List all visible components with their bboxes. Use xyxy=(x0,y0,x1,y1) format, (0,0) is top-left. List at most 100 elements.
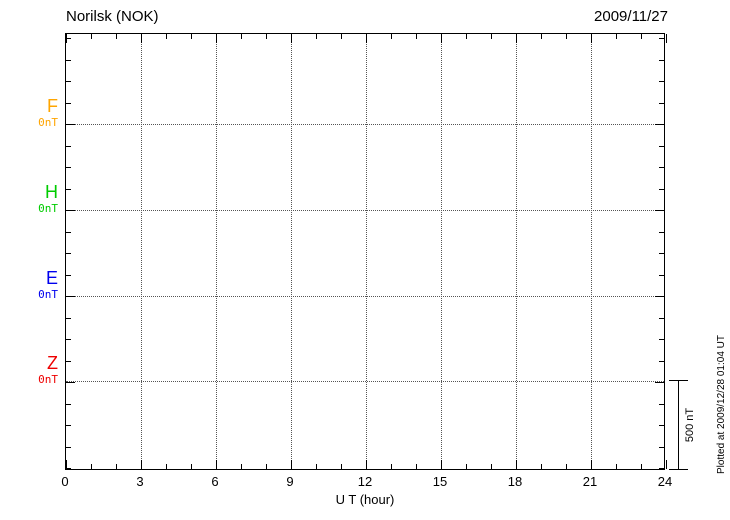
y-axis-tick xyxy=(66,468,71,469)
x-axis-tick xyxy=(166,34,167,39)
y-axis-tick xyxy=(66,103,71,104)
scale-bar-cap-top xyxy=(669,380,688,381)
x-axis-tick xyxy=(341,34,342,39)
y-axis-tick xyxy=(66,38,71,39)
y-axis-tick xyxy=(659,339,664,340)
y-axis-tick xyxy=(655,296,664,297)
y-axis-tick xyxy=(66,318,71,319)
x-axis-tick xyxy=(91,34,92,39)
x-axis-tick xyxy=(491,34,492,39)
x-tick-label: 6 xyxy=(211,474,219,489)
x-axis-tick xyxy=(191,34,192,39)
x-axis-tick xyxy=(291,34,292,43)
y-axis-tick xyxy=(655,124,664,125)
component-letter-f: F xyxy=(47,96,58,116)
y-axis-tick xyxy=(659,275,664,276)
x-axis-tick xyxy=(416,34,417,39)
x-axis-tick xyxy=(116,34,117,39)
x-axis-tick xyxy=(291,460,292,469)
x-axis-tick xyxy=(341,464,342,469)
component-letter-e: E xyxy=(45,268,58,288)
x-axis-tick xyxy=(216,34,217,43)
gridline-vertical xyxy=(591,34,592,469)
x-axis-tick xyxy=(241,34,242,39)
x-axis-tick xyxy=(641,464,642,469)
x-axis-tick xyxy=(141,460,142,469)
y-axis-tick xyxy=(66,339,71,340)
y-axis-tick xyxy=(66,404,71,405)
baseline-f xyxy=(66,124,664,125)
x-axis-tick xyxy=(466,464,467,469)
x-axis-tick xyxy=(541,34,542,39)
x-axis-tick xyxy=(641,34,642,39)
x-axis-tick xyxy=(616,464,617,469)
y-axis-tick xyxy=(659,103,664,104)
x-axis-tick xyxy=(216,460,217,469)
y-axis-tick xyxy=(659,38,664,39)
y-axis-tick xyxy=(659,425,664,426)
chart-title: Norilsk (NOK) xyxy=(66,8,159,25)
y-axis-tick xyxy=(659,81,664,82)
x-tick-label: 9 xyxy=(286,474,294,489)
y-axis-tick xyxy=(66,253,71,254)
x-axis-tick xyxy=(441,460,442,469)
y-axis-tick xyxy=(66,189,71,190)
y-axis-tick xyxy=(659,232,664,233)
y-axis-tick xyxy=(659,361,664,362)
x-axis-tick xyxy=(391,34,392,39)
y-axis-tick xyxy=(659,189,664,190)
y-axis-tick xyxy=(659,468,664,469)
y-axis-tick xyxy=(659,146,664,147)
x-axis-title: U T (hour) xyxy=(335,492,395,507)
x-axis-tick xyxy=(391,464,392,469)
x-axis-tick xyxy=(66,460,67,469)
component-letter-h: H xyxy=(45,182,58,202)
chart-date: 2009/11/27 xyxy=(594,8,668,25)
y-axis-tick xyxy=(659,447,664,448)
x-tick-label: 3 xyxy=(136,474,144,489)
component-baseline-value-f: 0nT xyxy=(38,116,58,129)
x-tick-label: 12 xyxy=(357,474,373,489)
y-axis-tick xyxy=(66,60,71,61)
x-axis-tick xyxy=(316,464,317,469)
x-axis-tick xyxy=(266,464,267,469)
component-baseline-value-z: 0nT xyxy=(38,373,58,386)
x-axis-tick xyxy=(666,34,667,43)
component-label-h: H 0nT xyxy=(14,182,58,216)
x-axis-tick xyxy=(141,34,142,43)
x-axis-tick xyxy=(316,34,317,39)
x-tick-label: 18 xyxy=(507,474,523,489)
y-axis-tick xyxy=(66,124,75,125)
x-axis-tick xyxy=(241,464,242,469)
x-axis-tick xyxy=(416,464,417,469)
x-axis-tick xyxy=(591,34,592,43)
x-axis-tick xyxy=(466,34,467,39)
x-axis-tick xyxy=(566,34,567,39)
y-axis-tick xyxy=(655,210,664,211)
x-axis-tick xyxy=(541,464,542,469)
gridline-vertical xyxy=(216,34,217,469)
x-axis-tick xyxy=(591,460,592,469)
x-axis-tick xyxy=(366,460,367,469)
baseline-e xyxy=(66,296,664,297)
x-axis-tick xyxy=(666,460,667,469)
plotted-at-stamp: Plotted at 2009/12/28 01:04 UT xyxy=(716,335,727,474)
y-axis-tick xyxy=(66,296,75,297)
y-axis-tick xyxy=(655,382,664,383)
x-axis-tick xyxy=(91,464,92,469)
gridline-vertical xyxy=(516,34,517,469)
component-baseline-value-h: 0nT xyxy=(38,202,58,215)
x-axis-tick xyxy=(566,464,567,469)
y-axis-tick xyxy=(66,361,71,362)
baseline-z xyxy=(66,381,664,382)
x-tick-label: 21 xyxy=(582,474,598,489)
x-tick-label: 15 xyxy=(432,474,448,489)
x-axis-tick xyxy=(516,34,517,43)
gridline-vertical xyxy=(291,34,292,469)
y-axis-tick xyxy=(659,404,664,405)
gridline-vertical xyxy=(141,34,142,469)
y-axis-tick xyxy=(659,253,664,254)
x-axis-tick xyxy=(616,34,617,39)
y-axis-tick xyxy=(66,447,71,448)
scale-bar-label: 500 nT xyxy=(684,407,696,443)
